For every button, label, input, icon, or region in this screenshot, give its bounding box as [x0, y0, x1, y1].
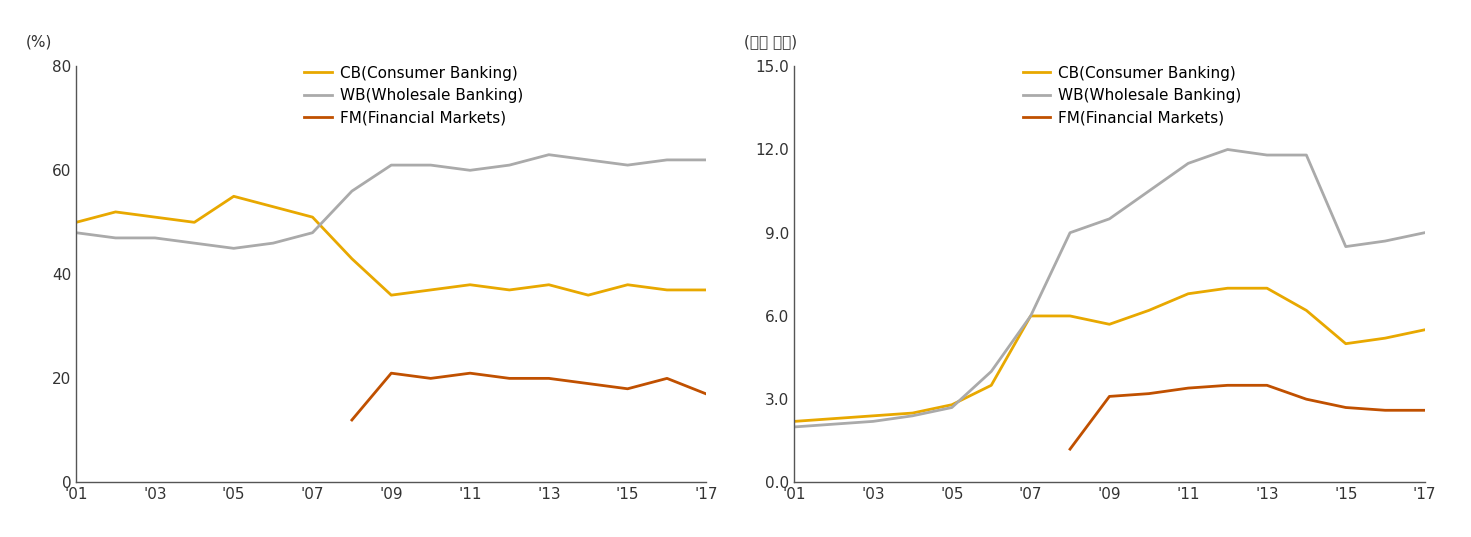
Legend: CB(Consumer Banking), WB(Wholesale Banking), FM(Financial Markets): CB(Consumer Banking), WB(Wholesale Banki…	[1022, 66, 1242, 126]
Text: (십억 달러): (십억 달러)	[744, 34, 797, 49]
Text: (%): (%)	[26, 34, 51, 49]
Legend: CB(Consumer Banking), WB(Wholesale Banking), FM(Financial Markets): CB(Consumer Banking), WB(Wholesale Banki…	[304, 66, 522, 126]
